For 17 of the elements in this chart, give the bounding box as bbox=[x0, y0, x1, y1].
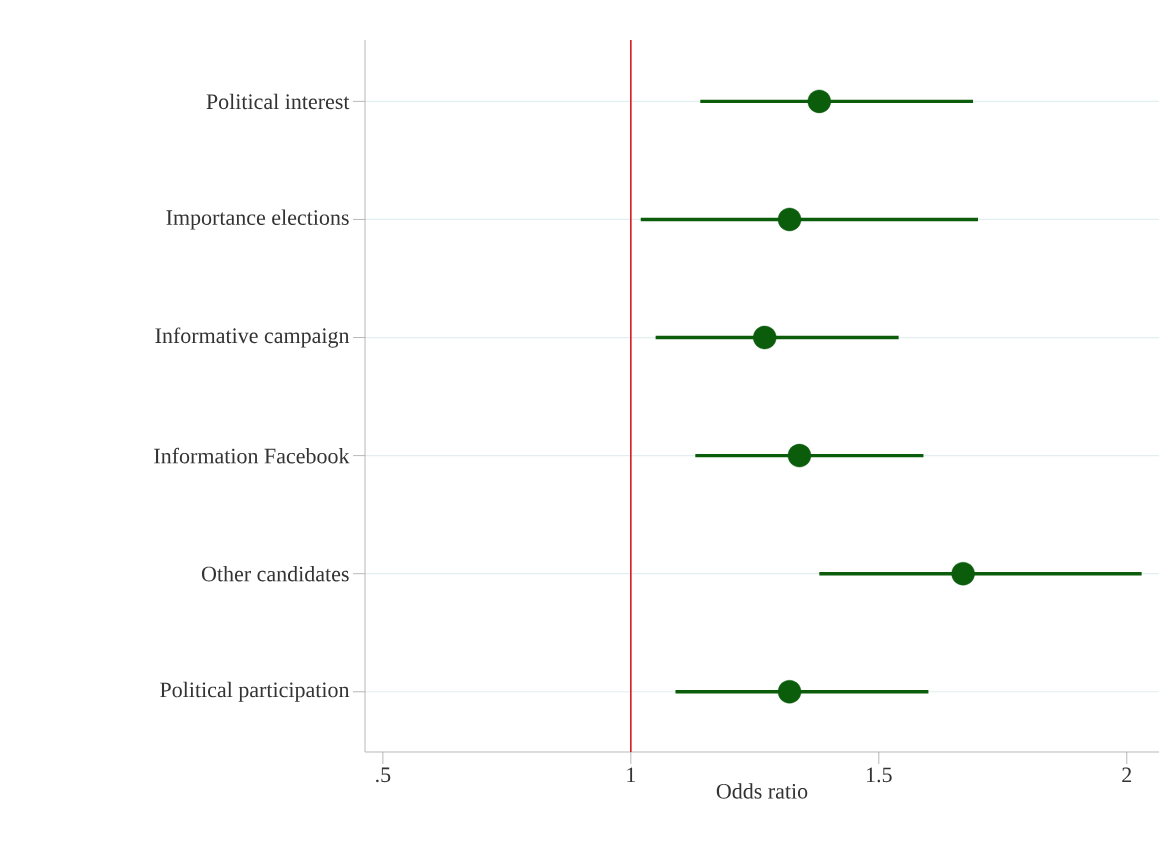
y-tick-label: Other candidates bbox=[201, 565, 349, 582]
x-tick-label: 2 bbox=[1122, 767, 1132, 783]
point bbox=[787, 443, 812, 468]
x-tick-label: 1 bbox=[627, 767, 636, 783]
x-tick-label: 1.5 bbox=[866, 767, 892, 783]
point bbox=[777, 207, 802, 232]
point bbox=[951, 562, 975, 586]
point bbox=[777, 680, 802, 704]
x-axis-title: Odds ratio bbox=[716, 783, 808, 799]
y-tick-label: Informative campaign bbox=[155, 327, 350, 348]
y-tick-label: Information Facebook bbox=[154, 447, 350, 464]
point bbox=[753, 325, 777, 350]
y-tick-label: Political participation bbox=[160, 681, 350, 702]
x-tick-label: .5 bbox=[376, 767, 391, 783]
point bbox=[807, 89, 831, 114]
y-tick-label: Importance elections bbox=[166, 209, 349, 230]
y-tick-label: Political interest bbox=[206, 93, 350, 110]
